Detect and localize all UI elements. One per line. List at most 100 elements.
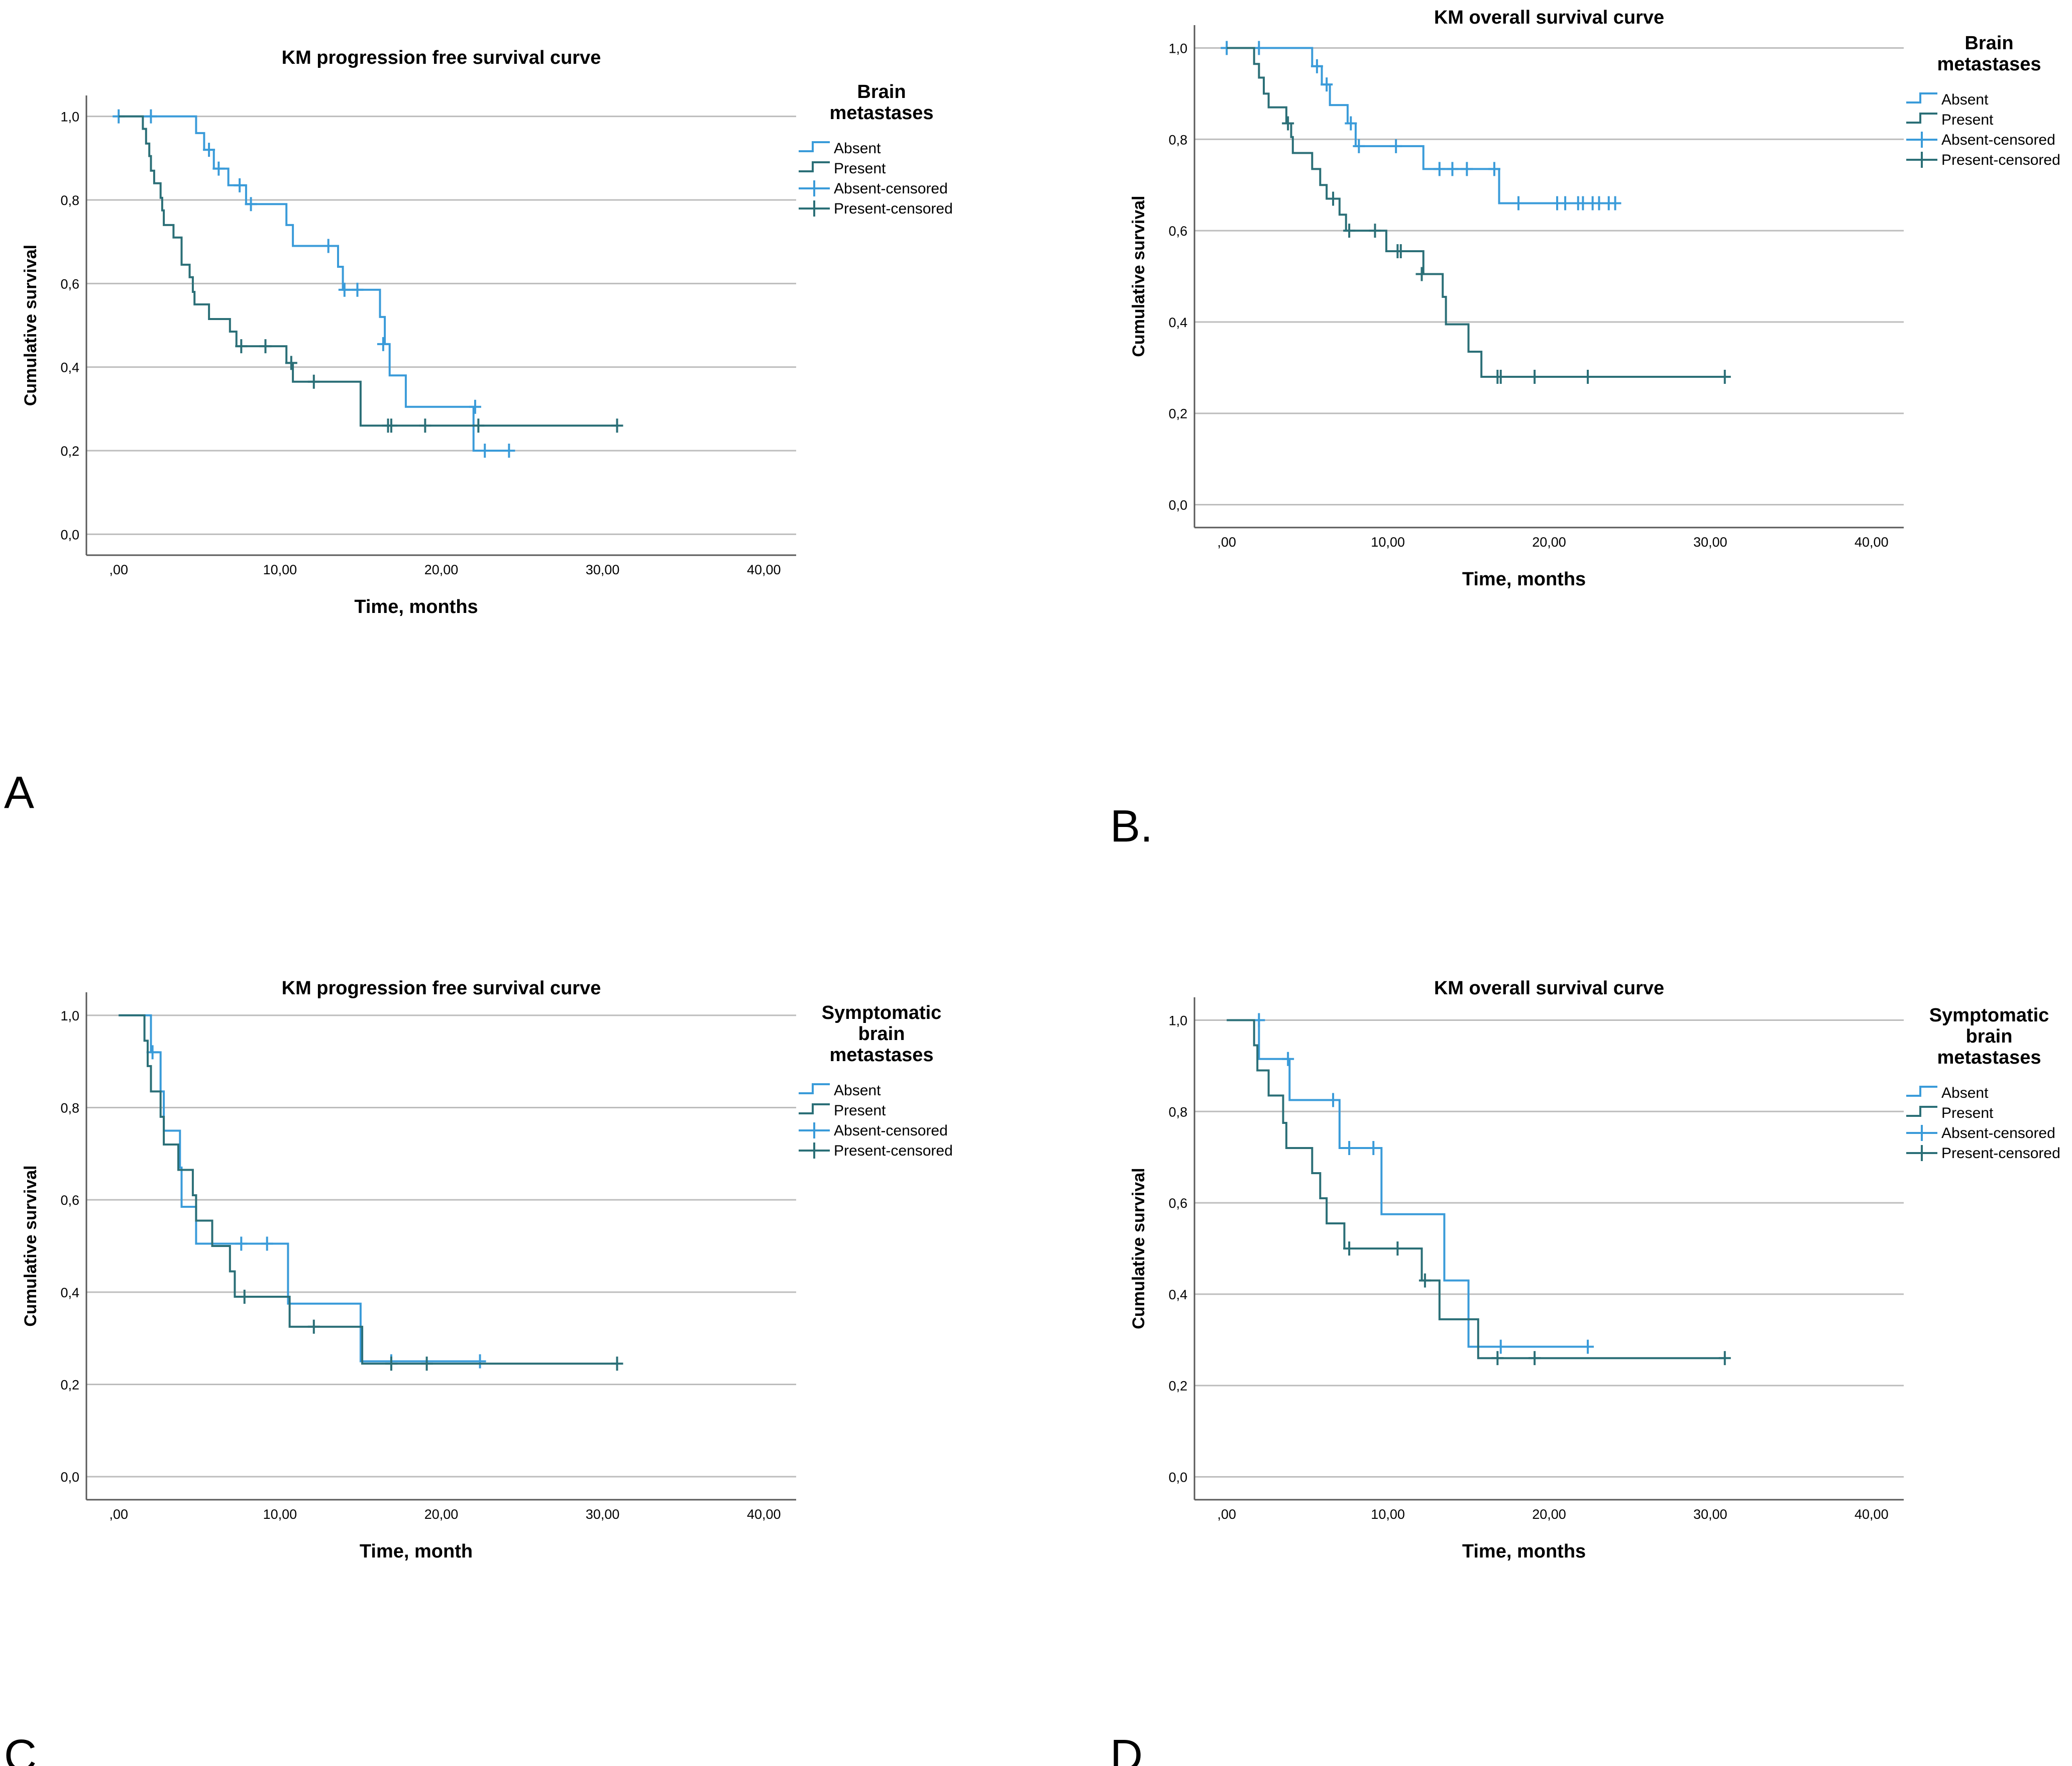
censor-mark-present — [611, 419, 623, 433]
censor-mark-present — [1491, 1351, 1504, 1366]
chart-title: KM progression free survival curve — [282, 978, 601, 999]
censor-mark-present — [1718, 370, 1731, 384]
censor-mark-present — [1369, 224, 1381, 238]
x-tick-label: 20,00 — [1532, 535, 1566, 550]
panel-2: B. KM overall survival curve 0,0 0,2 0,4 0,6 0… — [1110, 7, 2060, 852]
censor-mark-absent — [479, 444, 491, 458]
censor-mark-absent — [245, 197, 257, 212]
series-line-absent — [119, 1014, 480, 1363]
censor-mark-absent — [1321, 77, 1333, 92]
legend-swatch — [1906, 113, 1937, 124]
panel-3: C. KM progression free survival curve 0,0 0… — [4, 978, 953, 1766]
legend-swatch — [1906, 152, 1937, 168]
y-tick-label: 0,2 — [60, 444, 79, 459]
censor-mark-present — [1494, 370, 1507, 384]
censor-mark-absent — [322, 239, 335, 253]
legend-entry: Present-censored — [834, 1142, 953, 1159]
censor-mark-present — [285, 356, 297, 370]
x-tick-label: 10,00 — [263, 1507, 297, 1522]
legend-swatch — [799, 1083, 830, 1094]
series-line-absent — [1227, 1019, 1588, 1348]
censor-mark-absent — [1433, 162, 1446, 176]
legend-entry: Present — [834, 1102, 886, 1119]
censor-mark-present — [420, 1357, 433, 1371]
legend-entry: Absent-censored — [834, 1122, 948, 1139]
censor-mark-present — [1327, 191, 1339, 206]
y-tick-label: 0,4 — [1168, 1287, 1187, 1302]
y-tick-label: 0,2 — [60, 1377, 79, 1392]
x-tick-label: 40,00 — [1855, 1507, 1889, 1522]
y-axis-label: Cumulative survival — [21, 245, 40, 406]
censor-mark-absent — [261, 1236, 273, 1251]
series-line-present — [119, 115, 617, 427]
legend-swatch — [1906, 1106, 1937, 1117]
censor-mark-present — [307, 1319, 320, 1334]
y-tick-label: 0,0 — [1168, 498, 1187, 513]
chart-title: KM overall survival curve — [1434, 978, 1664, 999]
legend-title-line: Brain — [1965, 33, 2013, 54]
legend-title-line: Symptomatic — [822, 1002, 942, 1023]
censor-mark-present — [385, 1357, 397, 1371]
x-tick-label: 10,00 — [263, 562, 297, 577]
censor-mark-absent — [1609, 196, 1621, 211]
legend-title-line: metastases — [829, 1045, 933, 1066]
legend-swatch — [799, 1142, 830, 1159]
censor-mark-absent — [469, 399, 481, 414]
y-tick-label: 1,0 — [1168, 41, 1187, 56]
legend-entry: Absent — [1941, 91, 1989, 108]
y-tick-label: 0,8 — [60, 1101, 79, 1116]
censor-mark-present — [419, 419, 431, 433]
series-line-present — [1227, 47, 1725, 378]
x-tick-label: 40,00 — [747, 562, 781, 577]
y-tick-label: 1,0 — [60, 110, 79, 125]
censor-mark-absent — [1582, 1339, 1594, 1354]
y-tick-label: 0,4 — [60, 1285, 79, 1300]
legend-title-line: brain — [1966, 1026, 2013, 1047]
legend-swatch — [1906, 132, 1937, 148]
y-axis-label: Cumulative survival — [1129, 195, 1148, 357]
y-tick-label: 0,2 — [1168, 1379, 1187, 1394]
y-tick-label: 0,8 — [1168, 132, 1187, 147]
censor-mark-absent — [1353, 139, 1365, 153]
censor-mark-present — [1419, 1273, 1431, 1288]
legend-swatch — [1906, 1125, 1937, 1141]
panel-label: B. — [1110, 801, 1153, 852]
y-tick-label: 0,8 — [1168, 1104, 1187, 1119]
legend-entry: Absent — [834, 1082, 881, 1099]
legend-swatch — [799, 1103, 830, 1114]
series-line-present — [1227, 1019, 1725, 1360]
legend-entry: Present-censored — [1941, 152, 2060, 168]
censor-mark-absent — [1282, 1052, 1294, 1066]
censor-mark-absent — [1446, 162, 1459, 176]
legend-title-line: Brain — [857, 81, 906, 102]
y-tick-label: 0,2 — [1168, 406, 1187, 422]
y-tick-label: 0,0 — [60, 1470, 79, 1485]
chart-title: KM progression free survival curve — [282, 47, 601, 68]
legend-title-line: metastases — [1937, 1047, 2041, 1068]
x-axis-label: Time, months — [1462, 569, 1586, 590]
y-tick-label: 0,6 — [1168, 1196, 1187, 1211]
legend-swatch — [799, 200, 830, 217]
censor-mark-absent — [235, 1236, 248, 1251]
legend-entry: Present — [1941, 1105, 1994, 1121]
censor-mark-present — [307, 374, 320, 389]
censor-mark-absent — [1461, 162, 1473, 176]
x-tick-label: 30,00 — [586, 562, 620, 577]
x-tick-label: ,00 — [109, 1507, 128, 1522]
censor-mark-present — [1343, 224, 1356, 238]
legend-title-line: Symptomatic — [1929, 1005, 2049, 1026]
panel-4: D. KM overall survival curve 0,0 0,2 0,4 0,6 0… — [1110, 978, 2060, 1766]
censor-mark-present — [1529, 370, 1541, 384]
censor-mark-present — [259, 339, 272, 354]
legend-entry: Absent-censored — [1941, 132, 2055, 148]
panel-1: A KM progression free survival curve 0,0 0,… — [4, 47, 953, 818]
censor-mark-absent — [1343, 1141, 1356, 1155]
chart-title: KM overall survival curve — [1434, 7, 1664, 28]
censor-mark-absent — [351, 282, 364, 297]
x-tick-label: 30,00 — [1693, 535, 1727, 550]
legend-entry: Present — [1941, 112, 1994, 128]
censor-mark-absent — [503, 444, 515, 458]
x-tick-label: 30,00 — [1693, 1507, 1727, 1522]
panel-label: D. — [1110, 1731, 1155, 1766]
